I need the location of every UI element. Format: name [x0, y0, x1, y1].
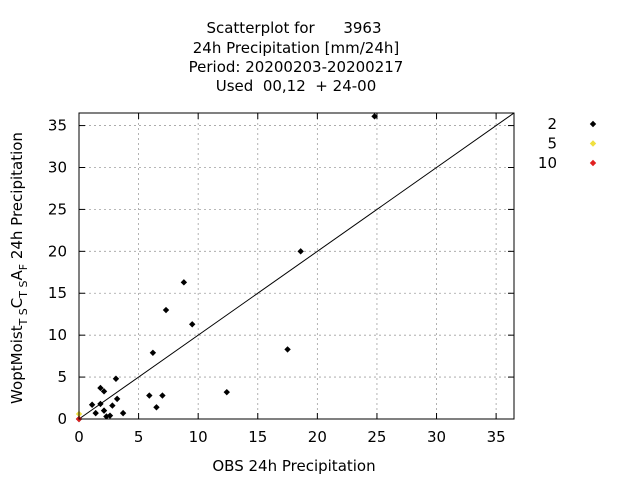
data-point [113, 395, 121, 403]
data-point [153, 404, 160, 411]
legend-marker [589, 159, 597, 167]
y-tick-label: 30 [48, 158, 67, 176]
x-tick-label: 30 [427, 428, 446, 446]
legend-label: 10 [538, 154, 557, 172]
y-tick-label: 35 [48, 117, 67, 135]
data-point [297, 248, 304, 255]
y-axis-label-mid: C [8, 298, 26, 308]
y-tick-label: 20 [48, 242, 67, 260]
legend-marker [589, 140, 597, 147]
x-tick-label: 20 [308, 428, 327, 446]
y-tick-label: 15 [48, 284, 67, 302]
y-axis-label: WoptMoistT SCT SAF 24h Precipitation [8, 132, 30, 404]
chart-title-line-2: 24h Precipitation [mm/24h] [193, 39, 399, 57]
data-point [180, 279, 188, 286]
axis-ticks [78, 113, 514, 420]
data-point [159, 392, 166, 399]
data-point [371, 113, 378, 120]
data-point [88, 401, 96, 408]
legend-marker [589, 120, 597, 128]
data-point [149, 349, 157, 356]
data-point [97, 384, 104, 392]
x-axis-label: OBS 24h Precipitation [212, 457, 375, 475]
y-axis-label-sub3: F [17, 264, 30, 270]
chart-title-line-1: Scatterplot for 3963 [206, 19, 381, 37]
x-tick-label: 5 [134, 428, 144, 446]
data-point [189, 321, 196, 328]
legend-label: 2 [547, 115, 557, 133]
y-axis-label-end: A [8, 270, 26, 281]
data-point [109, 402, 116, 409]
plot-frame [78, 112, 515, 420]
data-point [100, 388, 108, 395]
y-axis-tick-labels: 0 5 10 15 20 25 30 35 [48, 117, 67, 428]
x-tick-label: 25 [367, 428, 386, 446]
series-2 [75, 113, 378, 423]
x-tick-label: 35 [487, 428, 506, 446]
chart-title-line-3: Period: 20200203-20200217 [189, 58, 404, 76]
data-point [106, 412, 114, 419]
data-point [146, 392, 153, 399]
x-tick-label: 0 [74, 428, 84, 446]
data-point [223, 388, 230, 396]
y-axis-label-main: WoptMoist [8, 325, 26, 404]
data-points [75, 113, 378, 423]
y-tick-label: 0 [57, 410, 67, 428]
grid [78, 113, 514, 420]
data-point [119, 409, 127, 417]
data-point [100, 407, 108, 414]
y-tick-label: 10 [48, 326, 67, 344]
data-point [284, 346, 291, 353]
legend: 2 510 [538, 115, 597, 172]
data-point [97, 400, 104, 408]
x-axis-tick-labels: 0 5 10 15 20 25 30 35 [74, 428, 505, 446]
y-axis-label-tail: 24h Precipitation [8, 132, 26, 264]
y-tick-label: 5 [57, 368, 67, 386]
y-axis-label-sub2: T S [17, 281, 30, 299]
y-tick-label: 25 [48, 200, 67, 218]
identity-line [78, 112, 515, 420]
data-point [162, 306, 170, 314]
data-point [92, 409, 99, 417]
y-axis-label-sub1: T S [17, 308, 30, 326]
chart-title: Scatterplot for 3963 24h Precipitation [… [189, 19, 404, 95]
legend-label: 5 [547, 135, 557, 153]
chart-title-line-4: Used 00,12 + 24-00 [216, 77, 376, 95]
x-tick-label: 10 [189, 428, 208, 446]
diagonal-reference-line [78, 112, 515, 420]
data-point [112, 375, 120, 382]
x-tick-label: 15 [248, 428, 267, 446]
